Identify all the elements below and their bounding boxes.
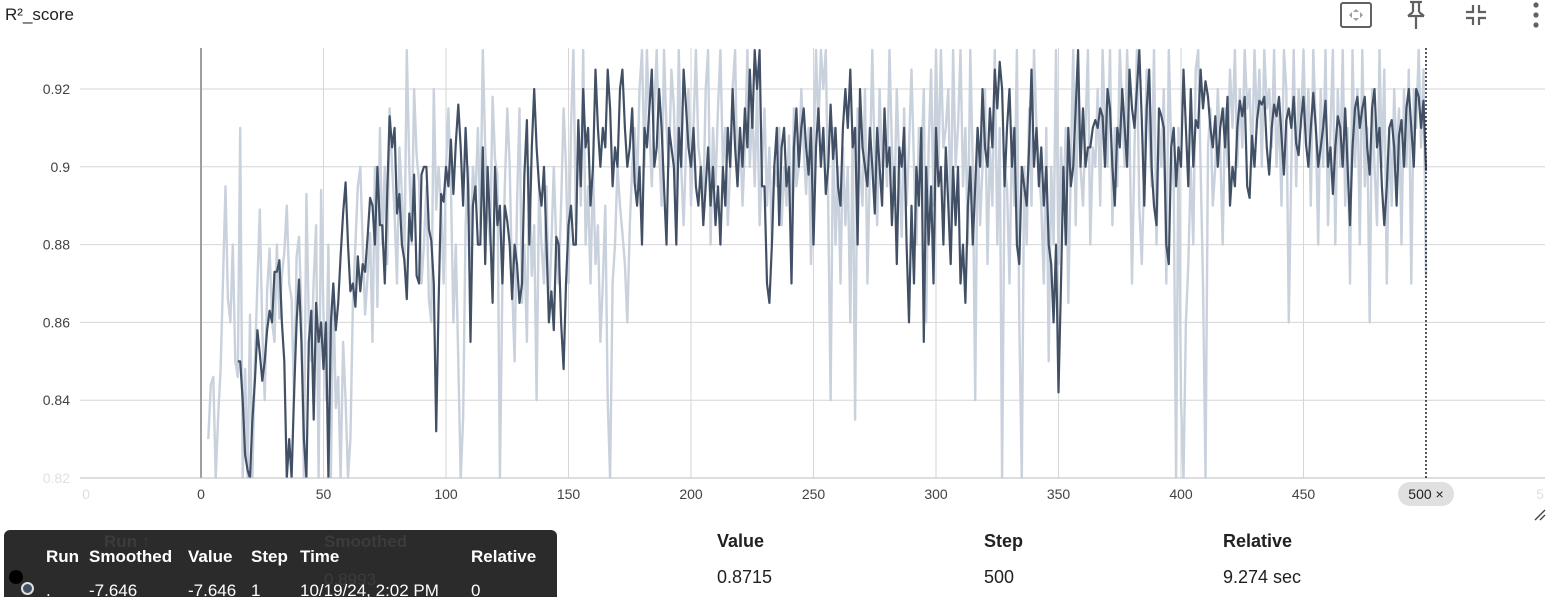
tooltip-ghost-value: 0.8993 xyxy=(324,570,376,589)
tooltip-header-time: Time xyxy=(300,547,340,566)
y-tick-label: 0.92 xyxy=(43,81,70,97)
chart-title: R²_score xyxy=(5,5,74,24)
x-tick-label: 0 xyxy=(197,486,205,502)
x-tick-label: 150 xyxy=(557,486,581,502)
x-tick-label: 300 xyxy=(924,486,948,502)
tooltip-step: 1 xyxy=(251,581,261,597)
x-tick-label: 200 xyxy=(679,486,703,502)
x-tick-label: 100 xyxy=(434,486,458,502)
more-vert-icon xyxy=(1533,2,1539,28)
x-tick-label: 450 xyxy=(1292,486,1316,502)
info-step: 500 xyxy=(984,567,1015,587)
y-tick-label: 0.88 xyxy=(43,237,70,253)
info-header-relative: Relative xyxy=(1223,531,1293,551)
x-tick-label: 350 xyxy=(1047,486,1071,502)
more-options-button[interactable] xyxy=(1516,0,1549,30)
info-header-value: Value xyxy=(717,531,765,551)
x-tick-label: 400 xyxy=(1169,486,1193,502)
tooltip-time: 10/19/24, 2:02 PM xyxy=(300,581,439,597)
collapse-button[interactable] xyxy=(1456,0,1496,30)
tooltip-smoothed: -7.646 xyxy=(89,581,138,597)
fit-domain-icon xyxy=(1340,2,1372,28)
info-header-step: Step xyxy=(984,531,1024,551)
x-tick-label: 50 xyxy=(316,486,332,502)
run-color-dot-icon xyxy=(9,570,23,584)
fit-domain-button[interactable] xyxy=(1336,0,1376,30)
tooltip-relative: 0 xyxy=(471,581,481,597)
tooltip-header-run: Run xyxy=(46,547,80,566)
tooltip-header-step: Step xyxy=(251,547,288,566)
info-value: 0.8715 xyxy=(717,567,773,587)
tooltip-ghost-header-run: Run ↑ xyxy=(104,532,151,551)
y-tick-label: 0.86 xyxy=(43,314,70,330)
run-selected-ring-icon xyxy=(21,582,34,595)
tooltip-run: . xyxy=(46,581,51,597)
pin-icon xyxy=(1407,0,1425,29)
y-tick-label: 0.9 xyxy=(51,159,71,175)
info-relative: 9.274 sec xyxy=(1223,567,1302,587)
x-tick-label: 0 xyxy=(82,486,90,502)
step-cursor-label[interactable]: 500 × xyxy=(1408,486,1443,502)
step-cursor-chip[interactable] xyxy=(1398,482,1454,506)
y-tick-label: 0.82 xyxy=(43,470,70,486)
tooltip-header-smoothed: Smoothed xyxy=(89,547,173,566)
tooltip-panel: Run ↑ Smoothed 0.8993 Run Smoothed Value… xyxy=(4,530,557,597)
pin-button[interactable] xyxy=(1396,0,1436,30)
x-tick-label: 250 xyxy=(802,486,826,502)
tooltip-header-value: Value xyxy=(188,547,233,566)
tooltip-header-relative: Relative xyxy=(471,547,537,566)
tooltip-value: -7.646 xyxy=(188,581,237,597)
resize-handle-icon[interactable] xyxy=(1530,505,1546,521)
y-tick-label: 0.84 xyxy=(43,392,70,408)
r2-score-chart[interactable]: 0.82 0.84 0.86 0.88 0.9 0.92 0 0 50 100 150 200 250 3… xyxy=(0,0,1549,525)
collapse-icon xyxy=(1466,5,1486,25)
x-tick-label: 5 xyxy=(1536,486,1544,502)
tooltip-ghost-header-smoothed: Smoothed xyxy=(324,532,408,551)
smoothed-series-line xyxy=(237,49,1428,478)
